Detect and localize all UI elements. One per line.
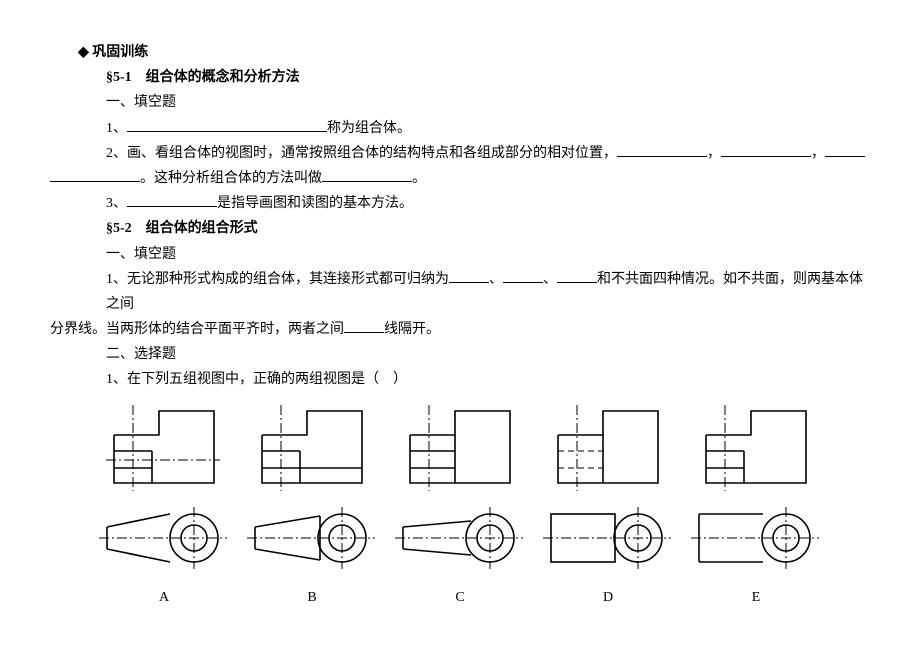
fig-top-D-svg [548, 403, 668, 493]
q-5-1-2-e: 。 [412, 171, 426, 186]
q-5-2-1-line2: 分界线。当两形体的结合平面平齐时，两者之间 线隔开。 [50, 317, 870, 342]
section-5-2-sub: 一、填空题 [50, 242, 870, 267]
fig-top-C-svg [400, 403, 520, 493]
blank [825, 142, 865, 157]
q-5-2-1-f: 线隔开。 [384, 322, 440, 337]
section-5-2-sub2: 二、选择题 [50, 342, 870, 367]
q-5-1-3: 3、 是指导画图和读图的基本方法。 [50, 191, 870, 216]
q-5-2-1-c: 、 [543, 272, 557, 287]
q-5-1-2-d: 。这种分析组合体的方法叫做 [140, 171, 322, 186]
blank [322, 167, 412, 182]
bullet: ◆ [78, 45, 89, 60]
section-5-1-sub: 一、填空题 [50, 90, 870, 115]
blank [127, 192, 217, 207]
q-5-1-1-post: 称为组合体。 [327, 121, 411, 136]
fig-top-B [252, 403, 372, 493]
figure-row-bottom: A B [90, 503, 830, 610]
q-5-1-2: 2、画、看组合体的视图时，通常按照组合体的结构特点和各组成部分的相对位置， ， ， [50, 141, 870, 166]
blank [449, 268, 489, 283]
fig-bot-C-svg [395, 503, 525, 573]
label-E: E [752, 585, 761, 610]
fig-bot-C: C [395, 503, 525, 610]
q-5-1-1-pre: 1、 [106, 121, 127, 136]
blank [50, 167, 140, 182]
q-5-1-1: 1、 称为组合体。 [50, 116, 870, 141]
fig-bot-D-svg [543, 503, 673, 573]
fig-bot-A: A [99, 503, 229, 610]
fig-bot-E-svg [691, 503, 821, 573]
fig-bot-A-svg [99, 503, 229, 573]
q-5-2-1: 1、无论那种形式构成的组合体，其连接形式都可归纳为、、和不共面四种情况。如不共面… [50, 267, 870, 317]
label-A: A [159, 585, 169, 610]
blank [127, 117, 327, 132]
header-line: ◆ 巩固训练 [50, 40, 870, 65]
fig-top-A [104, 403, 224, 493]
fig-top-B-svg [252, 403, 372, 493]
label-B: B [307, 585, 316, 610]
q-5-2-1-e: 分界线。当两形体的结合平面平齐时，两者之间 [50, 322, 344, 337]
fig-bot-B-svg [247, 503, 377, 573]
q-5-2-1-b: 、 [489, 272, 503, 287]
section-5-1-title: §5-1 组合体的概念和分析方法 [50, 65, 870, 90]
q-5-1-2-c1: ， [707, 146, 721, 161]
q-5-2-1-a: 1、无论那种形式构成的组合体，其连接形式都可归纳为 [106, 272, 449, 287]
q-5-1-2-a: 2、画、看组合体的视图时，通常按照组合体的结构特点和各组成部分的相对位置， [106, 146, 617, 161]
fig-bot-D: D [543, 503, 673, 610]
q-5-1-2-c2: ， [811, 146, 825, 161]
fig-bot-B: B [247, 503, 377, 610]
blank [344, 318, 384, 333]
section-5-2-title: §5-2 组合体的组合形式 [50, 216, 870, 241]
q-5-1-2-line2: 。这种分析组合体的方法叫做 。 [50, 166, 870, 191]
header-title: 巩固训练 [92, 45, 148, 60]
fig-top-C [400, 403, 520, 493]
fig-bot-E: E [691, 503, 821, 610]
label-C: C [455, 585, 464, 610]
fig-top-A-svg [104, 403, 224, 493]
q-5-2-2: 1、在下列五组视图中，正确的两组视图是（ ） [50, 367, 870, 392]
fig-top-D [548, 403, 668, 493]
blank [721, 142, 811, 157]
blank [557, 268, 597, 283]
label-D: D [603, 585, 613, 610]
fig-top-E-svg [696, 403, 816, 493]
blank [503, 268, 543, 283]
q-5-1-3-a: 3、 [106, 196, 127, 211]
fig-top-E [696, 403, 816, 493]
blank [617, 142, 707, 157]
figure-row-top [90, 403, 830, 493]
q-5-1-3-b: 是指导画图和读图的基本方法。 [217, 196, 413, 211]
